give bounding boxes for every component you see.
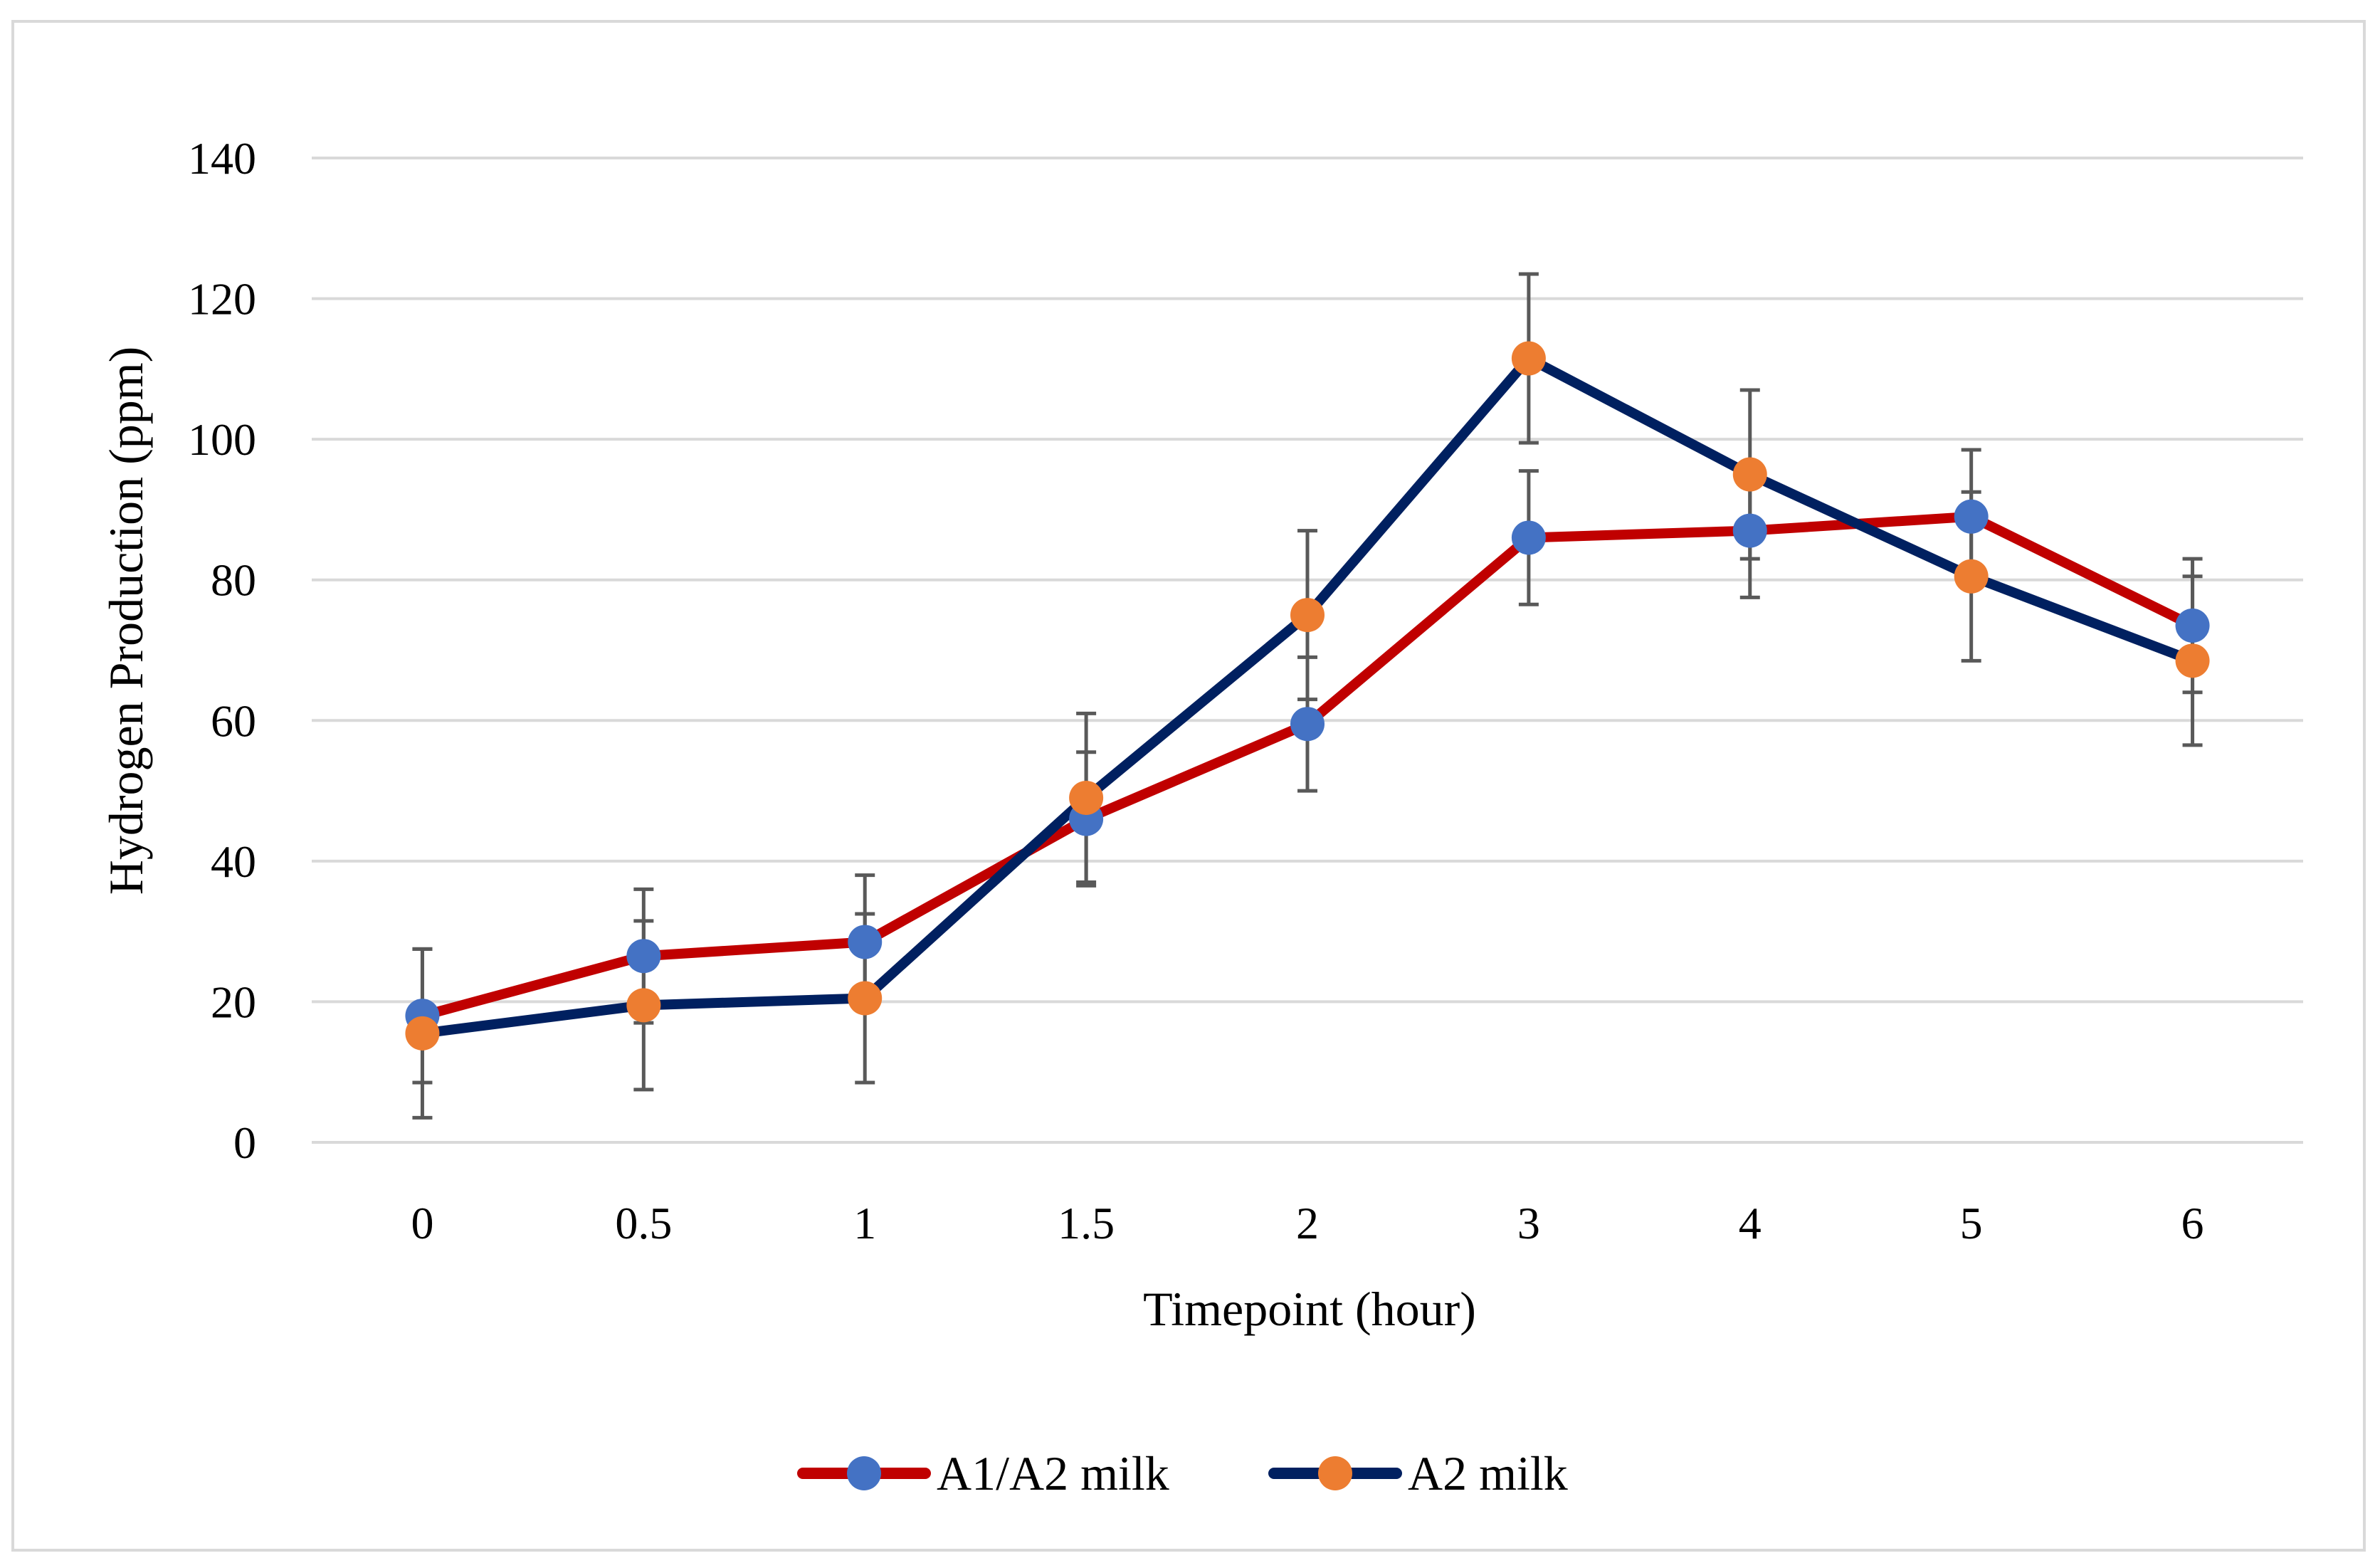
data-point[interactable]: [1732, 513, 1767, 548]
data-point[interactable]: [1954, 499, 1989, 534]
data-point[interactable]: [1954, 559, 1989, 594]
legend-label-a2: A2 milk: [1408, 1446, 1568, 1500]
y-axis-ticks: 0 20 40 60 80 100 120 140: [188, 133, 256, 1168]
x-tick-label: 2: [1296, 1198, 1319, 1248]
y-tick-label: 40: [211, 836, 256, 887]
x-tick-label: 1: [853, 1198, 876, 1248]
data-point[interactable]: [2175, 643, 2210, 678]
data-point[interactable]: [2175, 608, 2210, 643]
x-tick-label: 4: [1739, 1198, 1762, 1248]
legend-marker-a1a2: [847, 1456, 881, 1490]
legend-item-a1a2[interactable]: A1/A2 milk: [797, 1446, 1169, 1500]
x-tick-label: 0.5: [615, 1198, 672, 1248]
data-point[interactable]: [1290, 707, 1325, 742]
x-tick-label: 5: [1960, 1198, 1983, 1248]
y-axis-title: Hydrogen Production (ppm): [99, 347, 153, 895]
y-tick-label: 0: [233, 1117, 256, 1168]
data-points: [405, 341, 2210, 1051]
data-point[interactable]: [626, 939, 661, 974]
legend[interactable]: A1/A2 milk A2 milk: [797, 1446, 1568, 1500]
y-tick-label: 60: [211, 695, 256, 746]
legend-item-a2[interactable]: A2 milk: [1268, 1446, 1568, 1500]
legend-label-a1a2: A1/A2 milk: [937, 1446, 1169, 1500]
y-tick-label: 140: [188, 133, 256, 184]
x-tick-label: 0: [411, 1198, 433, 1248]
data-point[interactable]: [626, 988, 661, 1023]
x-axis-ticks: 0 0.5 1 1.5 2 3 4 5 6: [411, 1198, 2203, 1248]
data-point[interactable]: [1511, 341, 1546, 376]
x-tick-label: 1.5: [1058, 1198, 1115, 1248]
y-tick-label: 100: [188, 414, 256, 465]
chart-frame: [11, 20, 2366, 1552]
x-tick-label: 3: [1517, 1198, 1540, 1248]
legend-marker-a2: [1318, 1456, 1352, 1490]
data-point[interactable]: [1511, 520, 1546, 555]
data-point[interactable]: [1290, 598, 1325, 633]
error-bars: [412, 272, 2203, 1120]
y-tick-label: 120: [188, 274, 256, 325]
y-tick-label: 80: [211, 555, 256, 606]
data-point[interactable]: [1069, 780, 1104, 815]
x-axis-title: Timepoint (hour): [1143, 1282, 1476, 1336]
data-point[interactable]: [848, 925, 883, 959]
data-point[interactable]: [848, 981, 883, 1016]
x-tick-label: 6: [2181, 1198, 2204, 1248]
data-point[interactable]: [1732, 457, 1767, 492]
y-tick-label: 20: [211, 977, 256, 1027]
data-point[interactable]: [405, 1016, 440, 1051]
